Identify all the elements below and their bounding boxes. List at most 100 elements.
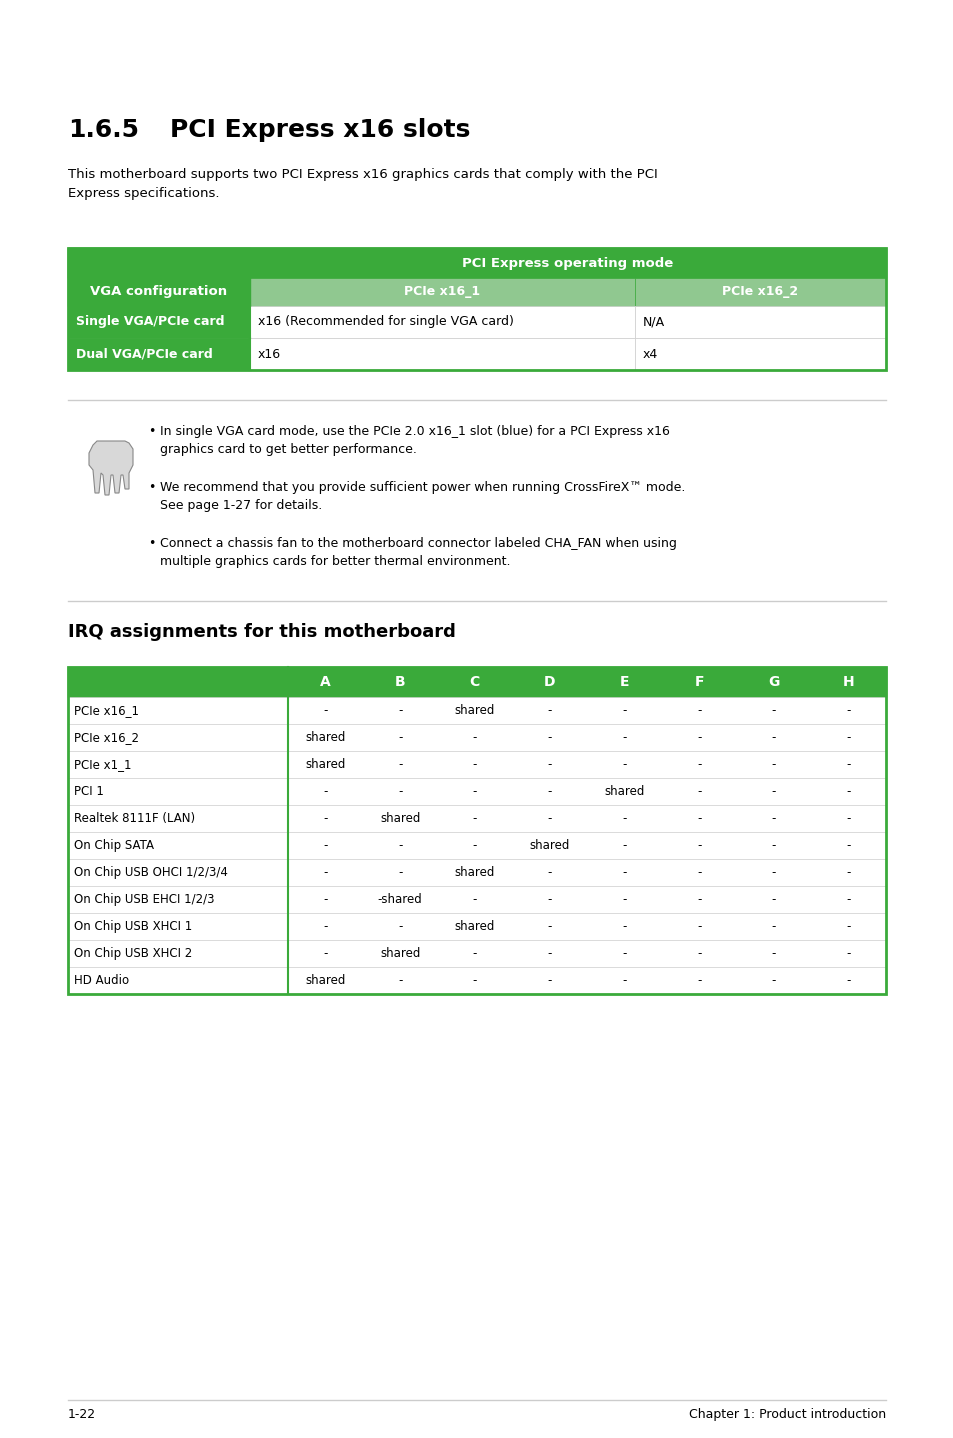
- Text: -: -: [323, 785, 327, 798]
- Text: -: -: [397, 731, 402, 743]
- Text: •: •: [148, 536, 155, 549]
- Text: -: -: [771, 866, 775, 879]
- Text: We recommend that you provide sufficient power when running CrossFireX™ mode.
Se: We recommend that you provide sufficient…: [160, 480, 684, 512]
- Text: •: •: [148, 426, 155, 439]
- Text: In single VGA card mode, use the PCIe 2.0 x16_1 slot (blue) for a PCI Express x1: In single VGA card mode, use the PCIe 2.…: [160, 426, 669, 456]
- Bar: [635, 306, 885, 338]
- Text: -: -: [845, 948, 850, 961]
- Text: On Chip USB OHCI 1/2/3/4: On Chip USB OHCI 1/2/3/4: [74, 866, 228, 879]
- Bar: [68, 805, 885, 833]
- Text: -: -: [845, 731, 850, 743]
- Text: -: -: [697, 866, 700, 879]
- Bar: [68, 858, 885, 886]
- Text: -: -: [472, 812, 476, 825]
- Text: -: -: [323, 948, 327, 961]
- Text: PCI 1: PCI 1: [74, 785, 104, 798]
- Text: -: -: [771, 948, 775, 961]
- Text: C: C: [469, 674, 479, 689]
- Bar: [635, 338, 885, 370]
- Text: -: -: [845, 866, 850, 879]
- Text: Connect a chassis fan to the motherboard connector labeled CHA_FAN when using
mu: Connect a chassis fan to the motherboard…: [160, 536, 677, 568]
- Text: shared: shared: [305, 758, 345, 771]
- Text: -: -: [845, 758, 850, 771]
- Bar: [68, 966, 885, 994]
- Text: 1-22: 1-22: [68, 1408, 96, 1421]
- Text: -: -: [771, 893, 775, 906]
- Text: On Chip SATA: On Chip SATA: [74, 838, 153, 851]
- Text: H: H: [841, 674, 854, 689]
- Text: -: -: [397, 974, 402, 986]
- Text: PCIe x16_1: PCIe x16_1: [74, 705, 139, 718]
- Text: -: -: [472, 974, 476, 986]
- Text: -: -: [771, 920, 775, 933]
- Text: Realtek 8111F (LAN): Realtek 8111F (LAN): [74, 812, 195, 825]
- Bar: [68, 778, 885, 805]
- Text: -: -: [397, 838, 402, 851]
- Text: -: -: [323, 838, 327, 851]
- Text: On Chip USB XHCI 1: On Chip USB XHCI 1: [74, 920, 193, 933]
- Text: -: -: [771, 758, 775, 771]
- Text: shared: shared: [305, 731, 345, 743]
- Text: -: -: [771, 785, 775, 798]
- Text: -: -: [323, 866, 327, 879]
- Text: x4: x4: [642, 348, 658, 361]
- Text: -: -: [547, 705, 551, 718]
- Bar: [68, 247, 885, 278]
- Text: -: -: [472, 838, 476, 851]
- Text: PCIe x16_2: PCIe x16_2: [74, 731, 139, 743]
- Text: -: -: [845, 920, 850, 933]
- Text: -: -: [697, 812, 700, 825]
- Text: -: -: [547, 948, 551, 961]
- Text: -: -: [771, 705, 775, 718]
- Bar: [68, 667, 885, 697]
- Bar: [635, 278, 885, 306]
- Text: A: A: [319, 674, 331, 689]
- Text: Single VGA/PCIe card: Single VGA/PCIe card: [76, 315, 224, 328]
- Text: PCI Express x16 slots: PCI Express x16 slots: [170, 118, 470, 142]
- Text: -: -: [621, 893, 626, 906]
- Text: -: -: [771, 812, 775, 825]
- Bar: [68, 886, 885, 913]
- Text: E: E: [619, 674, 628, 689]
- Text: -: -: [621, 974, 626, 986]
- Text: shared: shared: [529, 838, 569, 851]
- Text: -: -: [547, 866, 551, 879]
- Text: F: F: [694, 674, 703, 689]
- Text: -: -: [697, 758, 700, 771]
- Bar: [68, 697, 885, 723]
- Text: -: -: [621, 705, 626, 718]
- Text: -: -: [323, 812, 327, 825]
- Text: shared: shared: [379, 812, 420, 825]
- Text: -: -: [621, 812, 626, 825]
- Text: -: -: [472, 731, 476, 743]
- Text: Dual VGA/PCIe card: Dual VGA/PCIe card: [76, 348, 213, 361]
- Bar: [68, 306, 250, 338]
- Text: PCIe x1_1: PCIe x1_1: [74, 758, 132, 771]
- Text: -: -: [397, 866, 402, 879]
- Bar: [68, 833, 885, 858]
- Text: On Chip USB XHCI 2: On Chip USB XHCI 2: [74, 948, 193, 961]
- Text: -: -: [771, 838, 775, 851]
- Text: -: -: [547, 920, 551, 933]
- Text: PCI Express operating mode: PCI Express operating mode: [462, 256, 673, 269]
- Text: -: -: [697, 893, 700, 906]
- Text: -: -: [621, 838, 626, 851]
- Text: VGA configuration: VGA configuration: [91, 286, 228, 299]
- Text: -: -: [697, 948, 700, 961]
- Text: shared: shared: [603, 785, 644, 798]
- Text: -: -: [323, 705, 327, 718]
- Text: D: D: [543, 674, 555, 689]
- Text: x16: x16: [257, 348, 281, 361]
- Bar: [68, 338, 250, 370]
- Text: -: -: [621, 731, 626, 743]
- Polygon shape: [89, 441, 132, 495]
- Text: HD Audio: HD Audio: [74, 974, 129, 986]
- Text: shared: shared: [379, 948, 420, 961]
- Text: -: -: [697, 838, 700, 851]
- Text: -: -: [397, 758, 402, 771]
- Text: -: -: [621, 920, 626, 933]
- Text: -: -: [472, 893, 476, 906]
- Text: -: -: [845, 974, 850, 986]
- Text: -: -: [397, 705, 402, 718]
- Bar: [250, 306, 635, 338]
